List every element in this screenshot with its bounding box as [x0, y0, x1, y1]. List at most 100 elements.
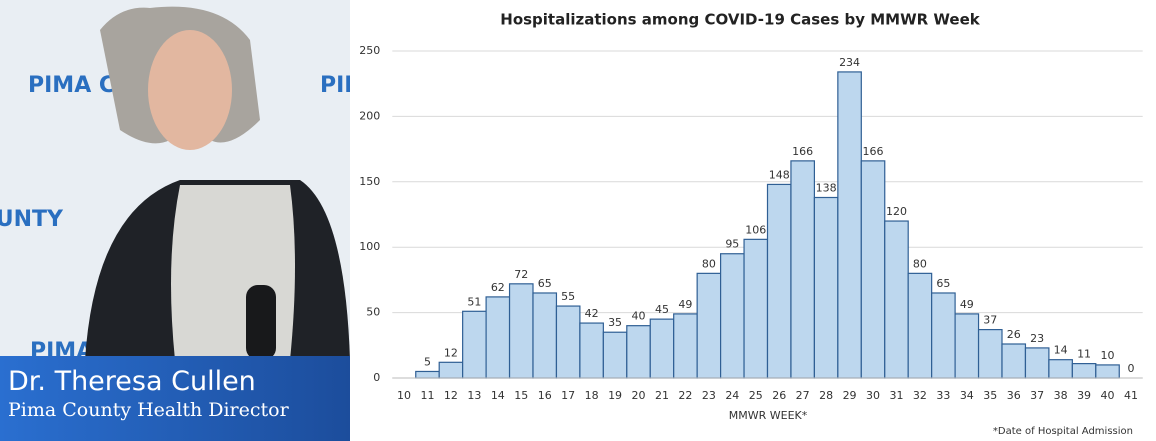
value-label: 23 — [1030, 332, 1044, 345]
value-label: 51 — [467, 295, 481, 308]
bar — [719, 253, 745, 379]
value-label: 40 — [632, 310, 646, 323]
value-label: 138 — [816, 181, 837, 194]
x-axis-label: MMWR WEEK* — [729, 409, 808, 422]
chart-title: Hospitalizations among COVID-19 Cases by… — [500, 11, 980, 29]
value-label: 166 — [792, 145, 813, 158]
y-tick-label: 0 — [373, 371, 380, 384]
microphone — [246, 285, 276, 360]
x-tick-label: 31 — [889, 389, 903, 402]
footnote: *Date of Hospital Admission — [993, 426, 1133, 437]
value-label: 72 — [514, 268, 528, 281]
x-tick-label: 32 — [913, 389, 927, 402]
bar — [931, 292, 956, 379]
value-label: 120 — [886, 205, 907, 218]
x-tick-label: 19 — [608, 389, 622, 402]
x-tick-label: 18 — [585, 389, 599, 402]
x-tick-label: 37 — [1030, 389, 1044, 402]
y-tick-label: 100 — [359, 240, 380, 253]
x-tick-label: 25 — [749, 389, 763, 402]
x-tick-label: 40 — [1101, 389, 1115, 402]
value-label: 12 — [444, 346, 458, 359]
bar — [485, 296, 511, 379]
value-label: 14 — [1054, 344, 1068, 357]
bar — [649, 318, 675, 379]
value-label: 37 — [983, 314, 997, 327]
bar — [673, 313, 698, 379]
video-frame: PIMA COUNTY PIMA COUNTY PIMA COUNTY PIMA… — [0, 0, 350, 441]
value-label: 65 — [538, 277, 552, 290]
value-label: 42 — [585, 307, 599, 320]
value-label: 166 — [863, 145, 884, 158]
x-tick-label: 23 — [702, 389, 716, 402]
value-label: 35 — [608, 316, 622, 329]
value-label: 80 — [913, 257, 927, 270]
x-tick-label: 22 — [678, 389, 692, 402]
x-tick-label: 29 — [843, 389, 857, 402]
backdrop-logo: PIMA COUNTY — [0, 207, 64, 232]
bar — [1048, 359, 1073, 379]
bar — [790, 160, 816, 379]
x-tick-label: 17 — [561, 389, 575, 402]
lower-third — [0, 356, 350, 441]
x-tick-label: 10 — [397, 389, 411, 402]
bar — [907, 272, 933, 379]
value-label: 148 — [769, 168, 790, 181]
x-tick-label: 15 — [514, 389, 528, 402]
bar — [743, 238, 769, 379]
bar — [532, 292, 558, 379]
bar — [696, 272, 722, 379]
bar — [1001, 343, 1027, 379]
x-tick-label: 34 — [960, 389, 974, 402]
bar — [1095, 364, 1120, 379]
bar — [813, 196, 839, 379]
x-tick-label: 27 — [796, 389, 810, 402]
value-label: 11 — [1077, 348, 1091, 361]
value-label: 0 — [1127, 362, 1134, 375]
chart: Hospitalizations among COVID-19 Cases by… — [352, 0, 1156, 441]
x-tick-label: 33 — [936, 389, 950, 402]
x-tick-label: 38 — [1054, 389, 1068, 402]
bar — [415, 370, 440, 379]
value-label: 55 — [561, 290, 575, 303]
bar — [508, 283, 534, 379]
bar — [884, 220, 909, 379]
value-label: 234 — [839, 56, 860, 69]
value-label: 5 — [424, 355, 431, 368]
bar — [462, 310, 487, 379]
x-tick-label: 36 — [1007, 389, 1021, 402]
x-tick-label: 28 — [819, 389, 833, 402]
x-tick-label: 21 — [655, 389, 669, 402]
bar — [602, 331, 628, 379]
bar — [579, 322, 604, 379]
x-tick-label: 35 — [983, 389, 997, 402]
value-label: 106 — [745, 223, 766, 236]
value-label: 45 — [655, 303, 669, 316]
bar — [977, 329, 1003, 379]
x-tick-label: 12 — [444, 389, 458, 402]
x-tick-label: 14 — [491, 389, 505, 402]
value-label: 95 — [725, 238, 739, 251]
bar — [954, 313, 980, 379]
x-tick-label: 26 — [772, 389, 786, 402]
value-label: 26 — [1007, 328, 1021, 341]
value-label: 65 — [936, 277, 950, 290]
value-label: 49 — [678, 298, 692, 311]
bar — [837, 71, 862, 379]
bar — [1024, 347, 1050, 379]
bar — [626, 325, 651, 379]
bar — [860, 160, 886, 379]
x-tick-label: 30 — [866, 389, 880, 402]
x-tick-label: 39 — [1077, 389, 1091, 402]
x-tick-label: 24 — [725, 389, 739, 402]
x-tick-label: 11 — [420, 389, 434, 402]
y-tick-label: 250 — [359, 44, 380, 57]
face — [148, 30, 232, 150]
y-tick-label: 50 — [366, 306, 380, 319]
bar — [1071, 363, 1097, 379]
value-label: 49 — [960, 298, 974, 311]
x-tick-label: 13 — [467, 389, 481, 402]
x-tick-label: 20 — [632, 389, 646, 402]
x-tick-label: 41 — [1124, 389, 1138, 402]
